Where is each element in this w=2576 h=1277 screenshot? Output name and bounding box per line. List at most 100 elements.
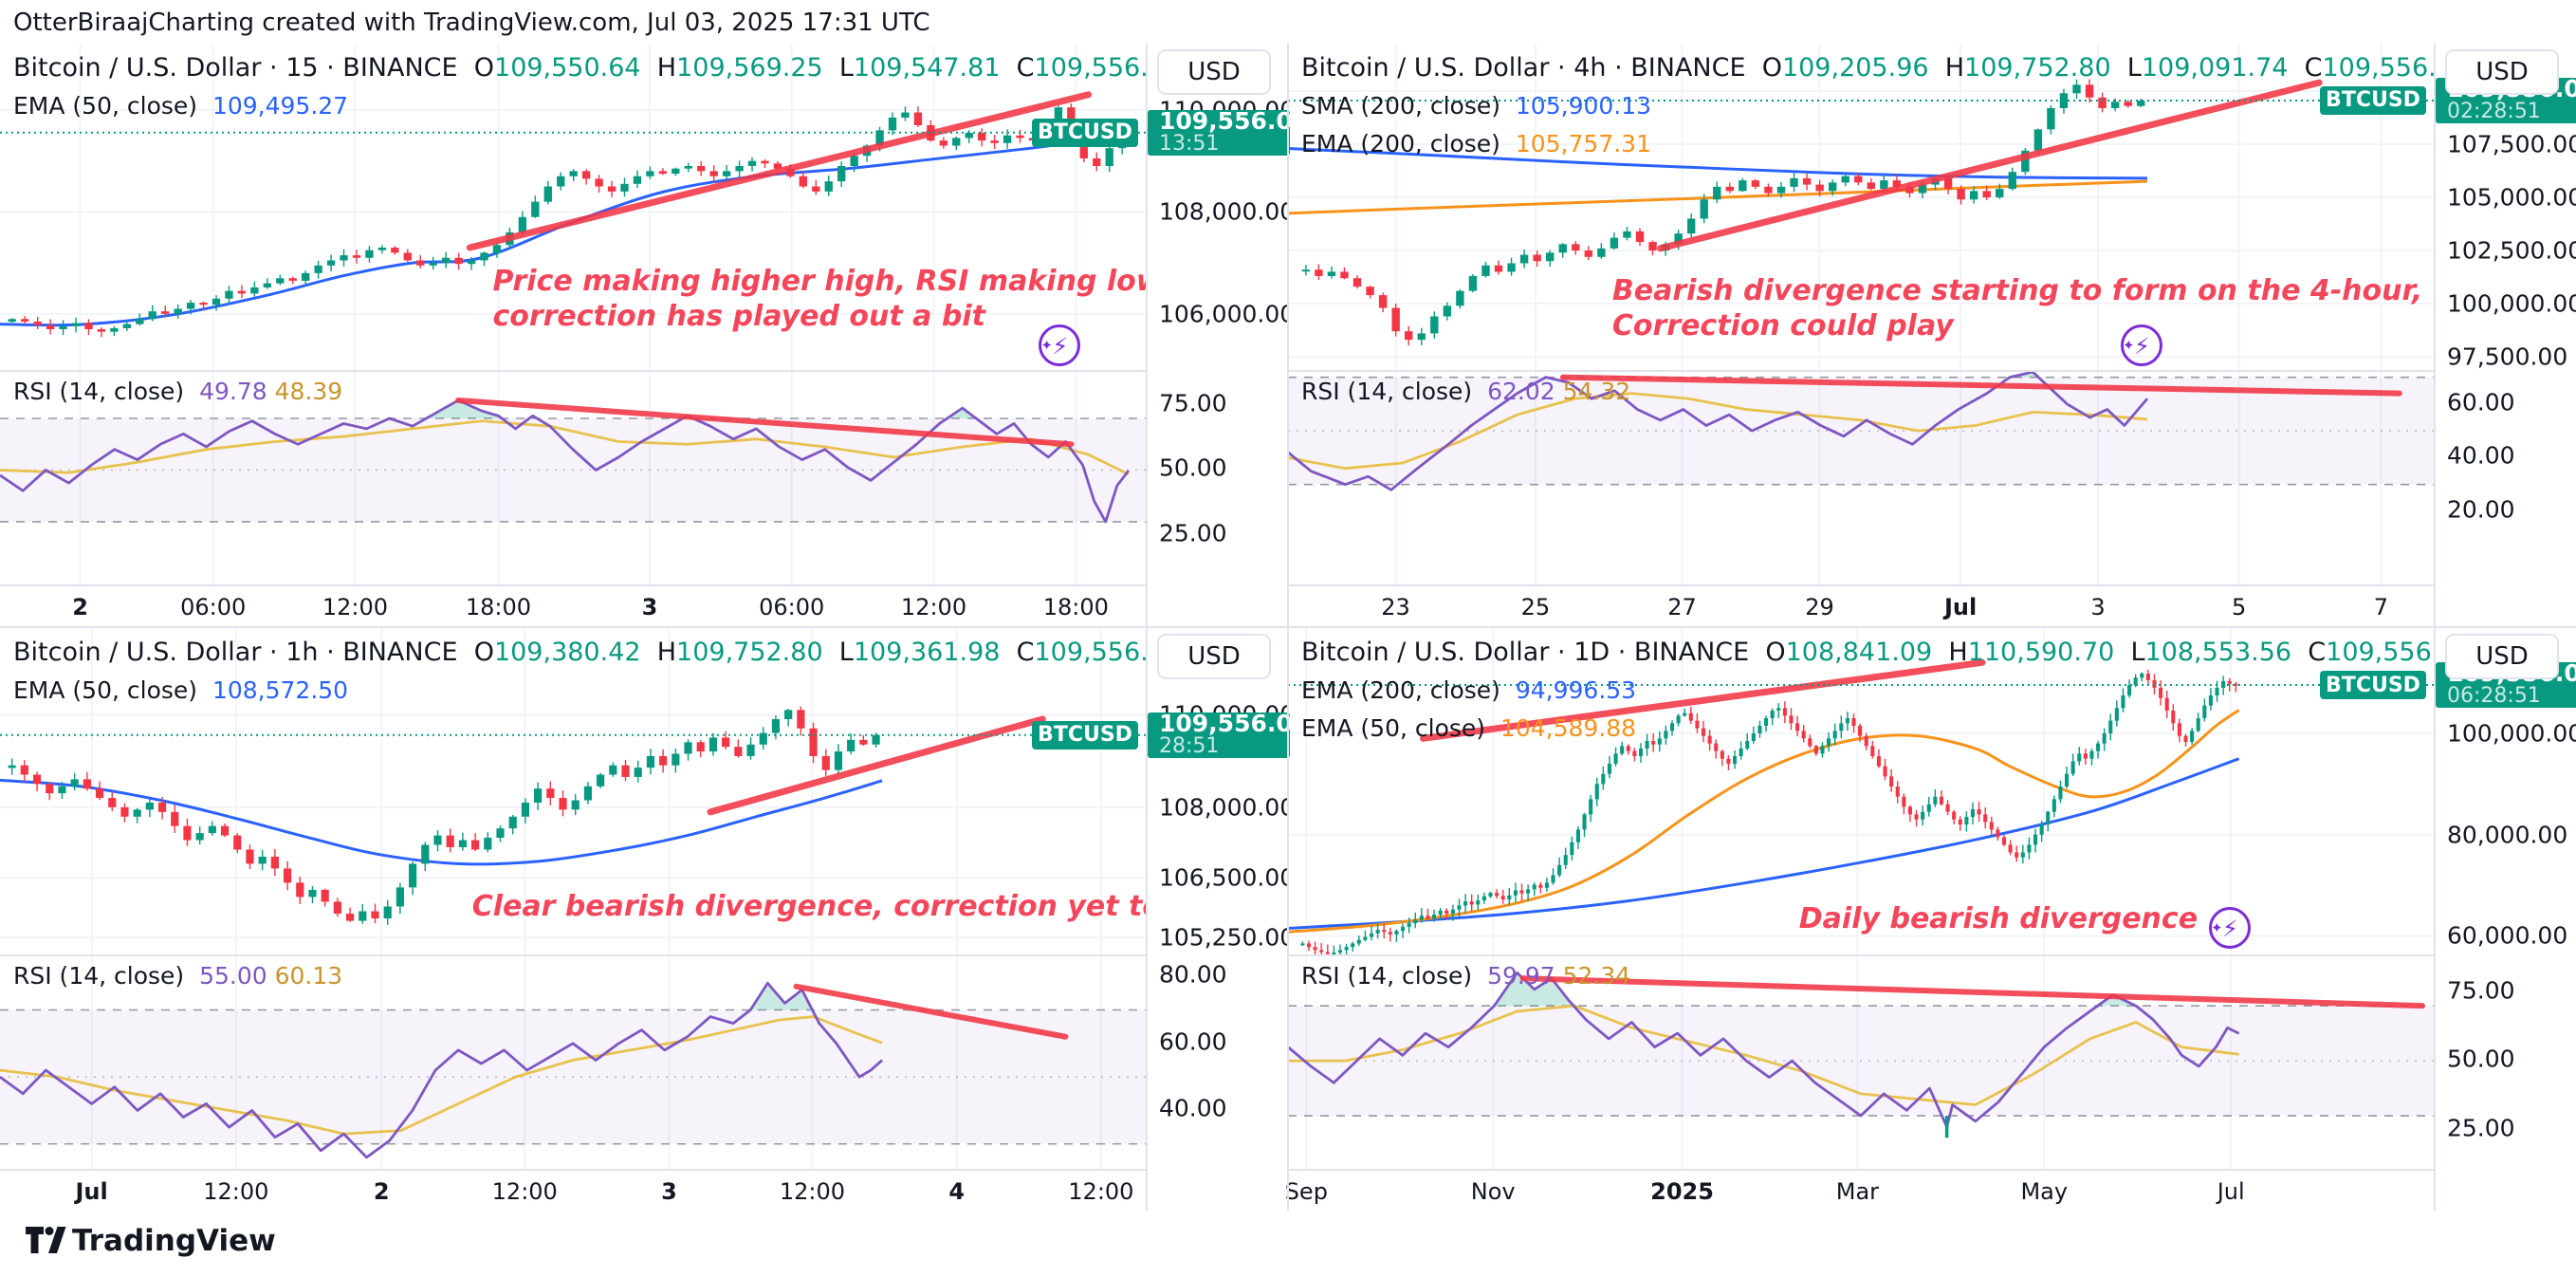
candlestick-chart-4h [1288, 44, 2434, 370]
indicator-legend-1h-0[interactable]: EMA (50, close) 108,572.50 [13, 676, 349, 704]
rsi-tick-label: 40.00 [1159, 1094, 1227, 1122]
rsi-chart-4h [1288, 372, 2434, 586]
price-pane-1D[interactable]: Bitcoin / U.S. Dollar · 1D · BINANCE O10… [1288, 628, 2434, 954]
chart-panel-4h: Bitcoin / U.S. Dollar · 4h · BINANCE O10… [1288, 44, 2576, 628]
trend-line-4h[interactable] [1657, 79, 2323, 252]
rsi-trend-line-15m[interactable] [455, 397, 1075, 448]
indicator-legend-4h-0[interactable]: SMA (200, close) 105,900.13 [1301, 92, 1652, 120]
rsi-pane-4h[interactable] [1288, 370, 2434, 586]
ma-line-15m-0 [0, 134, 1130, 327]
rsi-ma-line-4h [1288, 392, 2148, 471]
lightning-icon: ⚡ [2221, 916, 2238, 942]
panel-divider-horizontal [0, 626, 2576, 628]
time-tick-label: 3 [2090, 594, 2106, 620]
sparkle-icon: ✦ [2122, 337, 2135, 354]
rsi-tick-label: 20.00 [2447, 495, 2515, 524]
price-tick-label: 100,000.00 [2447, 719, 2576, 748]
time-tick-label: 06:00 [759, 594, 825, 620]
candlestick-chart-1h [0, 628, 1146, 954]
time-tick-label: 12:00 [900, 594, 967, 620]
time-tick-label: 06:00 [180, 594, 247, 620]
price-tick-label: 108,000.00 [1159, 197, 1296, 226]
time-tick-label: 23 [1381, 594, 1410, 620]
price-scale-4h[interactable]: USD110,000.00107,500.00105,000.00102,500… [2434, 44, 2576, 626]
candles-1D [1300, 669, 2238, 954]
time-tick-label: 12:00 [779, 1178, 846, 1205]
price-tick-label: 80,000.00 [2447, 821, 2568, 849]
annotation-text-4h: Bearish divergence starting to form on t… [1611, 274, 2423, 342]
time-tick-label: Mar [1835, 1178, 1880, 1205]
lightning-icon: ⚡ [2133, 333, 2150, 360]
sparkle-icon: ✦ [2210, 919, 2223, 936]
currency-button-4h[interactable]: USD [2445, 49, 2559, 95]
tradingview-brand-text: TradingView [72, 1224, 276, 1258]
rsi-pane-1h[interactable] [0, 954, 1146, 1171]
currency-button-15m[interactable]: USD [1157, 49, 1271, 95]
rsi-chart-1h [0, 956, 1146, 1171]
rsi-tick-label: 75.00 [2447, 976, 2515, 1005]
trend-line-15m[interactable] [466, 91, 1093, 251]
rsi-trend-line-4h[interactable] [1559, 374, 2402, 397]
rsi-tick-label: 50.00 [1159, 453, 1227, 482]
rsi-trend-line-1D[interactable] [1519, 975, 2425, 1009]
last-price-badge-1h: 109,556.08 28:51 [1148, 712, 1309, 758]
symbol-title-1D: Bitcoin / U.S. Dollar · 1D · BINANCE O10… [1301, 638, 2434, 667]
rsi-ma-line-1D [1288, 1004, 2239, 1106]
flash-boost-icon-15m[interactable]: ⚡ ✦ [1039, 324, 1081, 366]
time-tick-label: 7 [2373, 594, 2389, 620]
price-tick-label: 106,000.00 [1159, 300, 1296, 328]
legend-4h: Bitcoin / U.S. Dollar · 4h · BINANCE O10… [1301, 51, 2434, 161]
time-tick-label: 5 [2231, 594, 2247, 620]
flash-boost-icon-4h[interactable]: ⚡ ✦ [2120, 324, 2162, 366]
price-scale-15m[interactable]: USD110,000.00108,000.00106,000.0075.0050… [1146, 44, 1309, 626]
price-scale-1h[interactable]: USD110,000.00108,000.00106,500.00105,250… [1146, 628, 1309, 1211]
time-axis-1h[interactable]: Jul 12:00 2 12:00 3 12:00 4 12:00 [0, 1169, 1146, 1212]
lightning-icon: ⚡ [1052, 333, 1069, 360]
rsi-value: 49.78 [199, 378, 267, 405]
trend-line-1D[interactable] [1420, 658, 1986, 742]
indicator-legend-1D-0[interactable]: EMA (200, close) 94,996.53 [1301, 676, 1637, 704]
chart-panel-1h: Bitcoin / U.S. Dollar · 1h · BINANCE O10… [0, 628, 1309, 1212]
time-tick-label: Jul [75, 1178, 108, 1205]
rsi-trend-line-1h[interactable] [793, 983, 1069, 1040]
rsi-tick-label: 80.00 [1159, 960, 1227, 989]
indicator-legend-15m-0[interactable]: EMA (50, close) 109,495.27 [13, 92, 349, 120]
header-watermark: OtterBiraajCharting created with Trading… [0, 0, 2576, 44]
time-tick-label: 2 [72, 594, 88, 620]
flash-boost-icon-1D[interactable]: ⚡ ✦ [2208, 907, 2251, 949]
price-scale-1D[interactable]: USD 100,000.00 80,000.00 60,000.00 75.00 50.0… [2434, 628, 2576, 1211]
rsi-tick-label: 25.00 [1159, 519, 1227, 547]
time-tick-label: Jul [2217, 1178, 2245, 1205]
ma-line-1D-0 [1288, 757, 2240, 930]
badge-countdown: 13:51 [1159, 131, 1220, 156]
time-axis-15m[interactable]: 2 06:00 12:00 18:00 3 06:00 12:00 18:00 [0, 584, 1146, 628]
time-axis-4h[interactable]: 23 25 27 29 Jul 3 5 7 [1288, 584, 2434, 628]
time-tick-label: 3 [661, 1178, 677, 1205]
price-tick-label: 97,500.00 [2447, 342, 2568, 371]
price-tick-label: 105,250.00 [1159, 923, 1296, 952]
price-pane-15m[interactable]: Bitcoin / U.S. Dollar · 15 · BINANCE O10… [0, 44, 1146, 370]
price-pane-1h[interactable]: Bitcoin / U.S. Dollar · 1h · BINANCE O10… [0, 628, 1146, 954]
currency-button-1h[interactable]: USD [1157, 634, 1271, 679]
symbol-badge-1D: BTCUSD [2320, 671, 2426, 699]
indicator-legend-4h-1[interactable]: EMA (200, close) 105,757.31 [1301, 130, 1651, 157]
trend-line-1h[interactable] [707, 715, 1046, 816]
ma-line-4h-1 [1288, 179, 2148, 215]
time-tick-label: 29 [1805, 594, 1834, 620]
currency-button-1D[interactable]: USD [2445, 634, 2559, 679]
rsi-pane-1D[interactable] [1288, 954, 2434, 1171]
time-tick-label: 12:00 [322, 594, 389, 620]
time-tick-label: 12:00 [491, 1178, 558, 1205]
rsi-tick-label: 60.00 [2447, 388, 2515, 416]
candlestick-chart-15m [0, 44, 1146, 370]
rsi-pane-15m[interactable] [0, 370, 1146, 586]
price-pane-4h[interactable]: Bitcoin / U.S. Dollar · 4h · BINANCE O10… [1288, 44, 2434, 370]
time-tick-label: May [2020, 1178, 2069, 1205]
time-tick-label: 12:00 [1068, 1178, 1134, 1205]
time-axis-1D[interactable]: Sep Nov 2025 Mar May Jul [1285, 1169, 2434, 1212]
time-tick-label: 25 [1520, 594, 1551, 620]
symbol-badge-4h: BTCUSD [2320, 85, 2426, 115]
indicator-legend-1D-1[interactable]: EMA (50, close) 104,589.88 [1301, 714, 1637, 742]
rsi-ma-value: 60.13 [274, 962, 343, 990]
